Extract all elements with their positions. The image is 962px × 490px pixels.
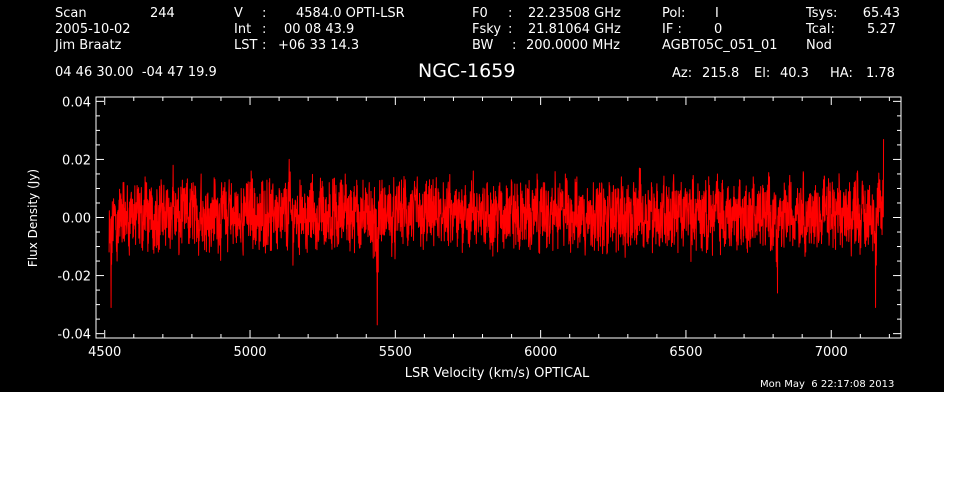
lst-value: +06 33 14.3 (278, 38, 360, 53)
int-sep: : (262, 22, 267, 37)
lst-sep: : (262, 38, 267, 53)
bw-label: BW (472, 38, 494, 53)
x-tick-label: 5500 (379, 345, 412, 360)
ha-label: HA: (830, 66, 853, 81)
el-value: 40.3 (780, 66, 809, 81)
bw-sep: : (512, 38, 517, 53)
observer-name: Jim Braatz (55, 38, 122, 53)
spectrum-chart: 4500 5000 5500 6000 6500 7000 -0.04 -0.02 0.00 0.… (26, 95, 902, 381)
ha-value: 1.78 (866, 66, 895, 81)
az-value: 215.8 (702, 66, 740, 81)
f0-value: 22.23508 GHz (528, 6, 621, 21)
tcal-value: 5.27 (867, 22, 896, 37)
az-label: Az: (672, 66, 693, 81)
y-tick-label: 0.00 (62, 212, 91, 227)
scan-label: Scan (55, 6, 87, 21)
pol-value: I (715, 6, 719, 21)
fsky-sep: : (508, 22, 513, 37)
el-label: El: (754, 66, 771, 81)
velocity-sep: : (262, 6, 267, 21)
y-tick-label: -0.04 (57, 328, 91, 343)
if-label: IF : (662, 22, 682, 37)
y-tick-label: 0.04 (62, 95, 91, 110)
x-tick-label: 5000 (233, 345, 266, 360)
tcal-label: Tcal: (806, 22, 835, 37)
fsky-label: Fsky (472, 22, 502, 37)
velocity-value: 4584.0 OPTI-LSR (296, 6, 405, 21)
plot-panel: Scan 244 2005-10-02 Jim Braatz V : 4584.… (0, 0, 944, 392)
x-tick-label: 4500 (88, 345, 121, 360)
fsky-value: 21.81064 GHz (528, 22, 621, 37)
pol-label: Pol: (662, 6, 686, 21)
obs-date: 2005-10-02 (55, 22, 131, 37)
x-tick-label: 6500 (669, 345, 702, 360)
procedure-name: Nod (806, 38, 832, 53)
tsys-value: 65.43 (862, 6, 900, 21)
bw-value: 200.0000 MHz (526, 38, 620, 53)
velocity-label: V (234, 6, 243, 21)
x-tick-label: 6000 (524, 345, 557, 360)
tsys-label: Tsys: (806, 6, 838, 21)
f0-label: F0 (472, 6, 488, 21)
render-timestamp: Mon May 6 22:17:08 2013 (760, 379, 895, 390)
project-id: AGBT05C_051_01 (662, 38, 778, 53)
source-coordinates: 04 46 30.00 -04 47 19.9 (55, 65, 217, 80)
int-label: Int (234, 22, 252, 37)
int-value: 00 08 43.9 (284, 22, 355, 37)
x-tick-label: 7000 (815, 345, 848, 360)
y-tick-label: -0.02 (57, 270, 91, 285)
y-tick-label: 0.02 (62, 153, 91, 168)
x-axis-label: LSR Velocity (km/s) OPTICAL (405, 366, 590, 381)
y-axis-label: Flux Density (Jy) (26, 169, 40, 267)
f0-sep: : (508, 6, 513, 21)
scan-value: 244 (150, 6, 175, 21)
lst-label: LST (234, 38, 258, 53)
chart-title: NGC-1659 (418, 60, 516, 82)
if-value: 0 (714, 22, 723, 37)
spectrum-trace (108, 139, 885, 326)
